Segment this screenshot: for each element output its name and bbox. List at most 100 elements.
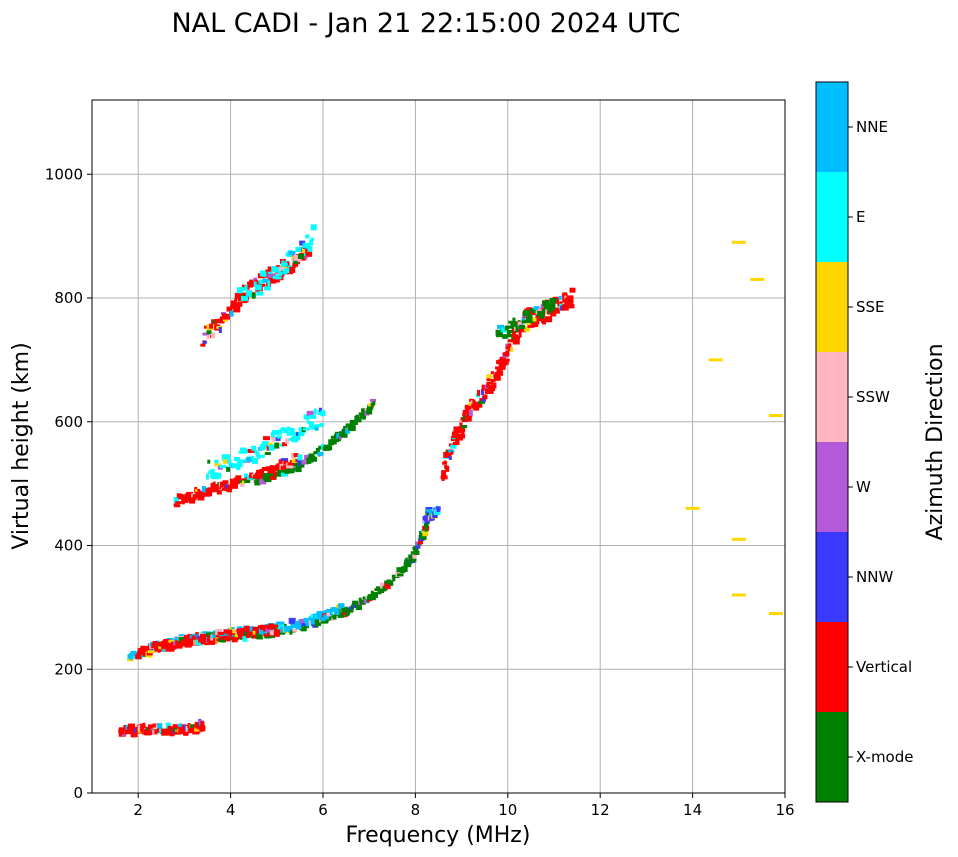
echo-mark <box>197 495 205 501</box>
echo-mark <box>287 468 295 474</box>
echo-mark <box>174 731 181 735</box>
echo-mark <box>252 634 260 639</box>
colorbar-frame <box>815 81 849 803</box>
echo-mark <box>308 616 315 621</box>
echo-mark <box>206 632 213 637</box>
echo-mark <box>301 247 305 254</box>
echo-mark <box>542 309 546 315</box>
echo-mark <box>197 492 203 496</box>
echo-mark <box>518 331 522 338</box>
echo-mark <box>304 454 312 461</box>
colorbar-swatch <box>816 622 848 712</box>
y-tick-label: 800 <box>54 289 83 307</box>
echo-mark <box>291 624 298 628</box>
echo-mark <box>401 566 408 571</box>
echo-mark <box>548 310 552 314</box>
echo-mark <box>295 246 302 252</box>
echo-mark <box>167 726 174 732</box>
echo-mark <box>299 618 306 624</box>
echo-mark <box>506 331 511 338</box>
echo-mark <box>258 469 263 475</box>
echo-mark <box>241 480 245 485</box>
echo-mark <box>303 251 307 256</box>
echo-mark <box>470 400 474 407</box>
echo-mark <box>225 637 231 642</box>
echo-mark <box>267 469 274 474</box>
echo-mark <box>316 612 323 619</box>
echo-mark <box>278 630 285 635</box>
echo-mark <box>362 596 366 600</box>
echo-mark <box>297 454 303 461</box>
echo-mark <box>481 384 485 391</box>
echo-mark <box>359 599 366 605</box>
echo-mark <box>372 401 376 406</box>
echo-mark <box>214 459 219 464</box>
echo-mark <box>276 435 282 439</box>
echo-mark <box>267 266 272 273</box>
echo-mark <box>349 425 356 432</box>
echo-mark <box>284 267 290 273</box>
echo-mark <box>341 431 348 438</box>
echo-mark <box>549 298 557 304</box>
echo-mark <box>247 631 252 636</box>
echo-mark <box>271 624 279 628</box>
echo-mark <box>323 614 330 620</box>
echo-mark <box>466 418 471 422</box>
echo-mark <box>208 491 213 497</box>
echo-mark <box>295 466 302 473</box>
echo-mark <box>533 306 540 311</box>
colorbar-swatch <box>816 442 848 532</box>
echo-mark <box>473 406 480 411</box>
echo-mark <box>569 298 574 304</box>
echo-mark <box>404 565 408 572</box>
echo-mark <box>488 381 494 385</box>
echo-mark <box>436 506 441 512</box>
echo-mark <box>415 545 419 552</box>
echo-mark <box>211 332 216 339</box>
echo-mark <box>486 381 490 388</box>
echo-mark <box>256 633 263 640</box>
echo-mark <box>302 242 310 248</box>
echo-mark <box>440 475 448 480</box>
echo-mark <box>499 356 504 360</box>
echo-mark <box>731 240 746 244</box>
echo-mark <box>415 544 421 549</box>
echo-mark <box>253 281 257 287</box>
echo-mark <box>509 325 515 329</box>
x-tick-label: 6 <box>318 801 328 819</box>
echo-mark <box>306 251 313 257</box>
echo-mark <box>507 343 512 348</box>
echo-mark <box>236 461 243 468</box>
echo-mark <box>273 279 280 283</box>
echo-mark <box>461 426 466 433</box>
echo-mark <box>441 470 447 477</box>
echo-mark <box>280 465 286 470</box>
echo-mark <box>232 637 239 641</box>
echo-mark <box>338 431 344 436</box>
echo-mark <box>241 627 247 634</box>
echo-mark <box>163 728 170 735</box>
echo-mark <box>317 451 324 456</box>
echo-mark <box>232 629 236 634</box>
echo-mark <box>448 455 452 460</box>
echo-mark <box>501 327 507 333</box>
colorbar-label: Azimuth Direction <box>923 343 948 540</box>
echo-mark <box>490 378 496 382</box>
echo-mark <box>294 435 301 440</box>
echo-mark <box>478 400 486 404</box>
echo-mark <box>505 350 510 357</box>
colorbar-swatch <box>816 532 848 622</box>
echo-mark <box>281 260 285 265</box>
echo-mark <box>506 329 513 333</box>
x-tick-label: 10 <box>498 801 517 819</box>
y-tick-label: 0 <box>73 784 83 802</box>
echo-mark <box>213 637 218 644</box>
x-tick-label: 8 <box>411 801 421 819</box>
echo-mark <box>255 280 261 287</box>
echo-mark <box>279 443 284 447</box>
echo-trace <box>206 407 326 480</box>
echo-mark <box>190 724 196 729</box>
echo-mark <box>516 329 521 333</box>
echo-mark <box>209 323 214 329</box>
echo-mark <box>119 727 125 732</box>
